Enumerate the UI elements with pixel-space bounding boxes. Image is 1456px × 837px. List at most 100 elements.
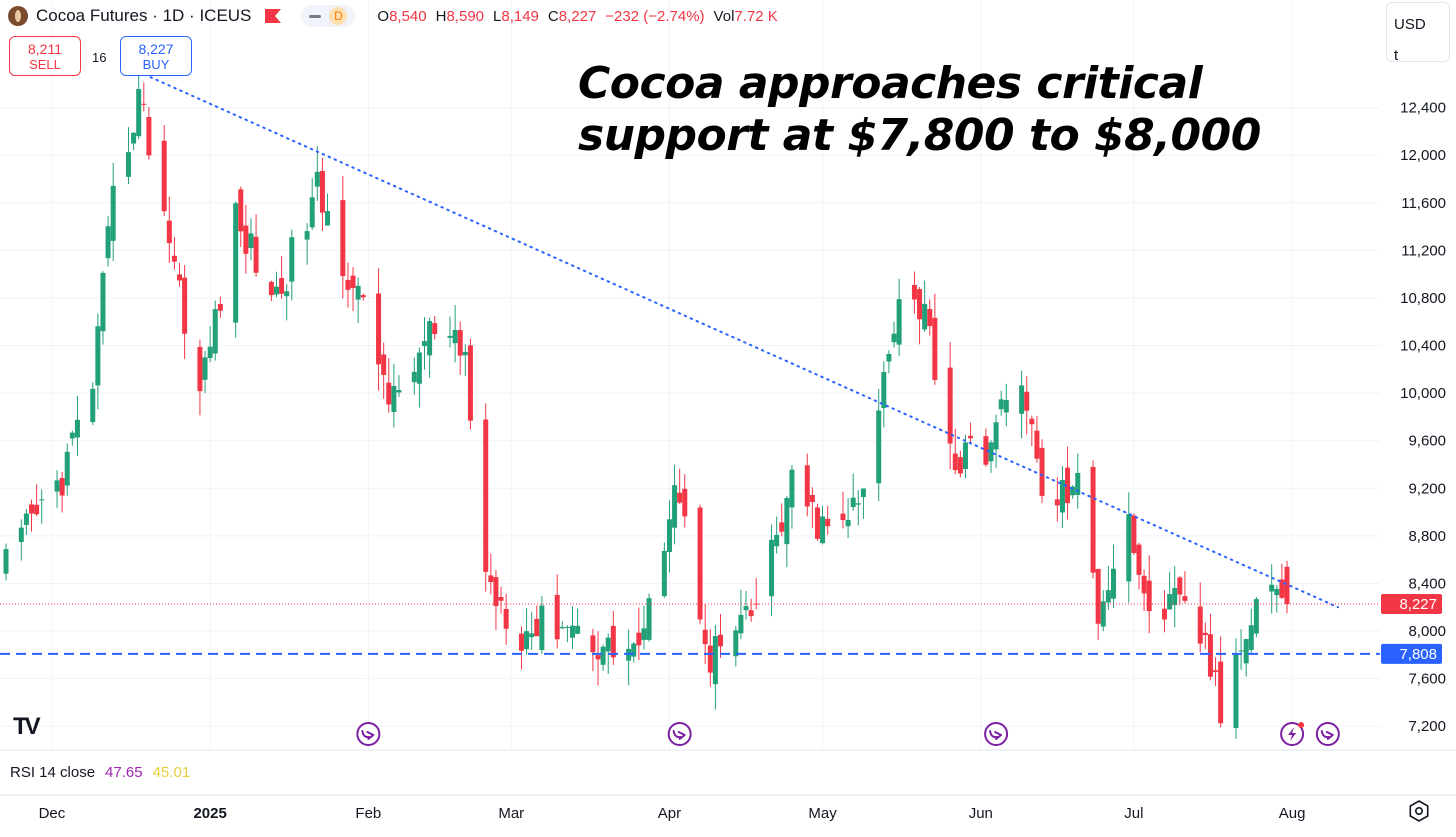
candle-body — [90, 388, 96, 423]
candle-body — [212, 309, 218, 354]
candle-body — [253, 236, 259, 273]
tradingview-logo-icon[interactable]: TV — [13, 713, 41, 740]
dividend-event-icon[interactable] — [667, 722, 692, 746]
ohlc-value: 8,227 — [558, 7, 597, 25]
ohlc-item: H8,590 — [436, 8, 484, 25]
candle-body — [1070, 486, 1076, 496]
candle-body — [932, 317, 938, 380]
candle-body — [23, 513, 29, 525]
x-tick-label: Mar — [498, 805, 524, 822]
candle-body — [1054, 499, 1060, 506]
candle-body — [432, 323, 438, 335]
chart-header: Cocoa Futures · 1D · ICEUS D O8,540 H8,59… — [8, 4, 778, 28]
candle-body — [672, 485, 678, 528]
candle-body — [462, 351, 468, 356]
candle-body — [1162, 608, 1168, 620]
candle-body — [860, 488, 866, 498]
ohlc-value: 8,149 — [501, 7, 539, 25]
symbol-title[interactable]: Cocoa Futures · 1D · ICEUS — [36, 6, 252, 25]
candle-body — [569, 625, 575, 638]
candle-body — [268, 281, 274, 296]
candle-body — [575, 625, 581, 634]
candle-body — [391, 386, 397, 412]
rsi-legend[interactable]: RSI 14 close 47.65 45.01 — [10, 764, 190, 781]
candle-body — [1197, 606, 1203, 644]
candle-body — [524, 631, 530, 650]
candle-body — [64, 451, 70, 486]
dividend-event-icon[interactable] — [356, 722, 381, 746]
candle-body — [1110, 568, 1116, 599]
unit-label: t — [1394, 47, 1399, 64]
candle-body — [927, 308, 933, 327]
candle-body — [34, 504, 40, 515]
y-tick-label: 10,800 — [1400, 290, 1446, 307]
buy-button[interactable]: 8,227 BUY — [120, 36, 192, 76]
candle-body — [891, 333, 897, 343]
event-circle — [1315, 722, 1340, 746]
candle-body — [1105, 590, 1111, 603]
buy-label: BUY — [142, 57, 170, 72]
candle-body — [340, 200, 346, 277]
candle-body — [289, 237, 295, 282]
candle-body — [911, 284, 917, 300]
y-tick-label: 8,400 — [1408, 575, 1446, 592]
flag-icon[interactable] — [265, 9, 282, 23]
settings-gear-icon[interactable] — [1408, 800, 1430, 822]
candle-body — [355, 285, 361, 300]
x-tick-label: May — [808, 805, 837, 822]
candle-body — [804, 465, 810, 507]
delayed-badge: D — [329, 7, 348, 25]
candle-body — [850, 497, 856, 508]
dividend-event-icon[interactable] — [1315, 722, 1340, 746]
candle-body — [564, 626, 570, 628]
chart-headline: Cocoa approaches critical support at $7,… — [578, 58, 1261, 162]
candle-body — [1024, 391, 1030, 411]
x-tick-label: Feb — [355, 805, 381, 822]
market-status-pill[interactable]: D — [301, 5, 356, 27]
sell-button[interactable]: 8,211 SELL — [9, 36, 81, 76]
dividend-event-icon[interactable] — [984, 722, 1009, 746]
y-tick-label: 8,800 — [1408, 528, 1446, 545]
event-circle — [356, 722, 381, 746]
candle-body — [743, 606, 749, 611]
buy-price: 8,227 — [138, 41, 174, 57]
candle-body — [381, 354, 387, 375]
candle-body — [677, 492, 683, 503]
event-markers — [356, 722, 1340, 746]
candle-body — [141, 103, 147, 105]
candle-body — [202, 357, 208, 380]
rsi-ma-value: 45.01 — [152, 764, 191, 781]
candle-body — [1177, 577, 1183, 595]
flash-event-icon[interactable] — [1280, 722, 1305, 746]
candle-body — [554, 594, 560, 640]
candle-body — [876, 410, 882, 484]
ohlc-value: −232 (−2.74%) — [605, 7, 705, 25]
candle-body — [376, 293, 382, 365]
candle-body — [769, 539, 775, 597]
cocoa-logo-icon — [8, 6, 28, 26]
candle-body — [238, 189, 244, 232]
candle-body — [962, 442, 968, 470]
candle-body — [319, 170, 325, 213]
candle-body — [411, 371, 417, 383]
sell-price: 8,211 — [28, 41, 62, 57]
candle-body — [917, 289, 923, 320]
candle-body — [447, 335, 453, 338]
candle-body — [166, 220, 172, 244]
candle-body — [350, 275, 356, 289]
arrow-glyph — [672, 730, 686, 740]
currency-unit-selector[interactable]: USD t — [1386, 2, 1450, 64]
candle-body — [467, 345, 473, 421]
candle-body — [845, 519, 851, 527]
y-tick-label: 10,400 — [1400, 338, 1446, 355]
notification-dot — [1298, 722, 1305, 728]
chart-grid — [0, 0, 1456, 796]
y-tick-label: 8,000 — [1408, 623, 1446, 640]
candle-body — [712, 636, 718, 685]
candle-body — [610, 625, 616, 658]
candle-body — [1218, 661, 1224, 724]
y-tick-label: 12,000 — [1400, 147, 1446, 164]
candle-body — [171, 255, 177, 262]
rsi-value: 47.65 — [105, 764, 143, 781]
